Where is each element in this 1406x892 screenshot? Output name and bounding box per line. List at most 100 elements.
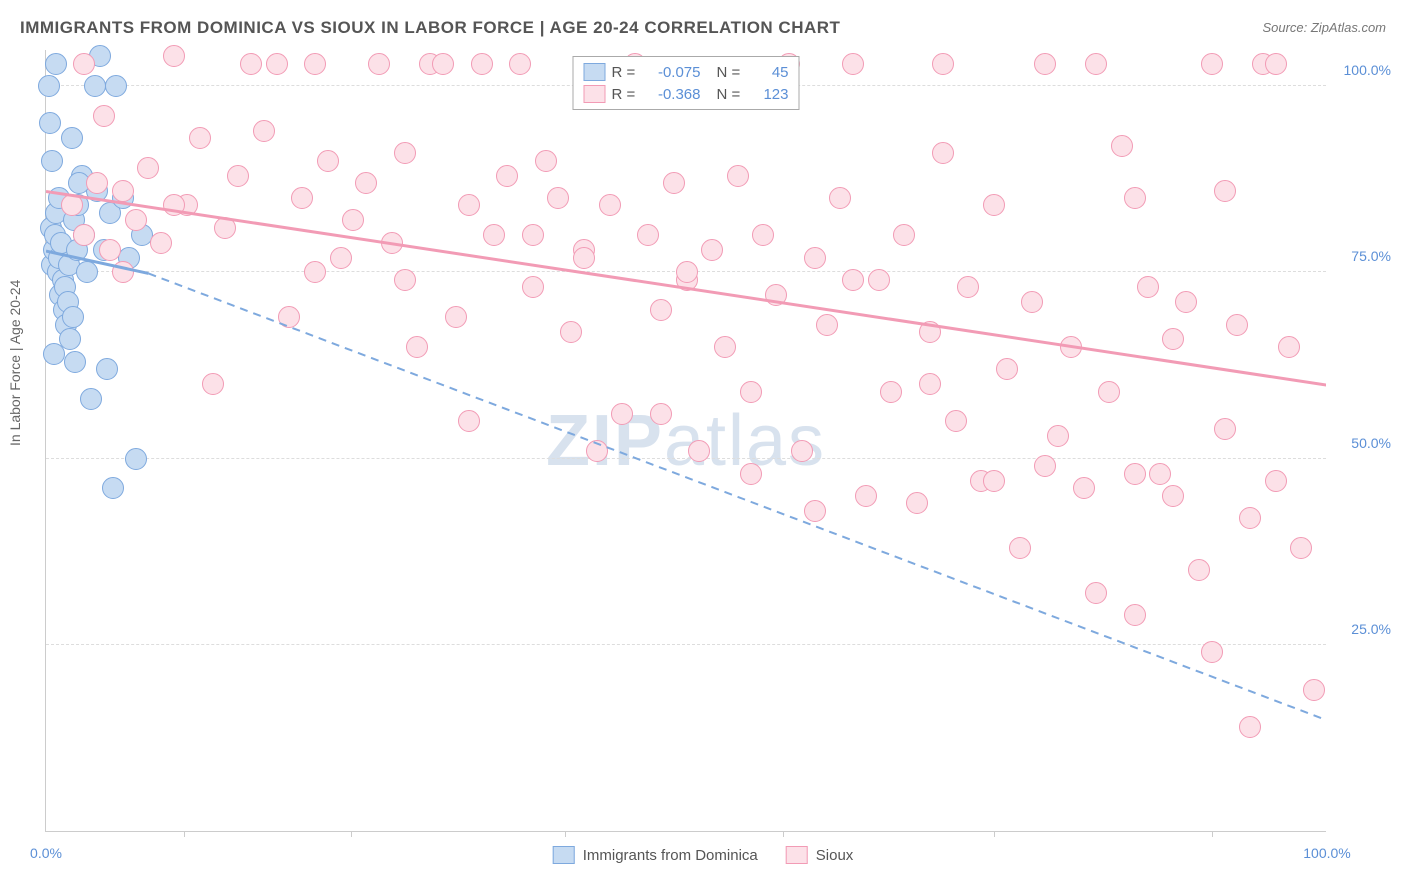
page-title: IMMIGRANTS FROM DOMINICA VS SIOUX IN LAB…	[20, 18, 840, 38]
scatter-point	[1009, 537, 1031, 559]
legend-n-label: N =	[717, 86, 745, 103]
scatter-point	[650, 299, 672, 321]
scatter-point	[64, 351, 86, 373]
x-tick-mark	[994, 831, 995, 837]
scatter-point	[906, 492, 928, 514]
scatter-point	[1085, 53, 1107, 75]
scatter-point	[1047, 425, 1069, 447]
x-tick-label: 100.0%	[1303, 845, 1350, 861]
scatter-point	[1214, 180, 1236, 202]
scatter-point	[932, 142, 954, 164]
scatter-point	[688, 440, 710, 462]
scatter-point	[765, 284, 787, 306]
scatter-point	[1239, 507, 1261, 529]
scatter-point	[586, 440, 608, 462]
scatter-point	[740, 381, 762, 403]
scatter-point	[278, 306, 300, 328]
scatter-point	[105, 75, 127, 97]
scatter-point	[509, 53, 531, 75]
scatter-point	[1265, 53, 1287, 75]
scatter-point	[368, 53, 390, 75]
scatter-point	[1111, 135, 1133, 157]
scatter-point	[102, 477, 124, 499]
scatter-point	[637, 224, 659, 246]
scatter-point	[1214, 418, 1236, 440]
scatter-point	[752, 224, 774, 246]
scatter-point	[1239, 716, 1261, 738]
scatter-point	[84, 75, 106, 97]
scatter-point	[1162, 328, 1184, 350]
scatter-point	[163, 45, 185, 67]
scatter-point	[317, 150, 339, 172]
scatter-point	[842, 269, 864, 291]
legend-bottom-item: Sioux	[786, 846, 854, 864]
scatter-point	[445, 306, 467, 328]
scatter-point	[342, 209, 364, 231]
legend-bottom: Immigrants from DominicaSioux	[553, 846, 854, 864]
scatter-point	[1021, 291, 1043, 313]
scatter-point	[804, 500, 826, 522]
scatter-point	[816, 314, 838, 336]
scatter-point	[932, 53, 954, 75]
source-attribution: Source: ZipAtlas.com	[1262, 20, 1386, 35]
y-tick-label: 75.0%	[1351, 248, 1391, 264]
scatter-point	[304, 261, 326, 283]
scatter-point	[61, 127, 83, 149]
gridline	[46, 458, 1326, 459]
x-tick-mark	[783, 831, 784, 837]
scatter-point	[842, 53, 864, 75]
scatter-point	[471, 53, 493, 75]
scatter-point	[599, 194, 621, 216]
scatter-point	[701, 239, 723, 261]
scatter-point	[394, 269, 416, 291]
scatter-point	[39, 112, 61, 134]
scatter-point	[189, 127, 211, 149]
scatter-point	[855, 485, 877, 507]
scatter-point	[61, 194, 83, 216]
scatter-point	[73, 53, 95, 75]
legend-swatch	[553, 846, 575, 864]
x-tick-mark	[1212, 831, 1213, 837]
scatter-point	[99, 239, 121, 261]
scatter-point	[227, 165, 249, 187]
scatter-point	[214, 217, 236, 239]
scatter-point	[535, 150, 557, 172]
scatter-point	[522, 224, 544, 246]
legend-swatch	[584, 85, 606, 103]
scatter-point	[406, 336, 428, 358]
scatter-point	[112, 261, 134, 283]
scatter-point	[727, 165, 749, 187]
scatter-point	[714, 336, 736, 358]
x-tick-mark	[565, 831, 566, 837]
scatter-point	[483, 224, 505, 246]
scatter-point	[304, 53, 326, 75]
scatter-point	[240, 53, 262, 75]
scatter-point	[432, 53, 454, 75]
scatter-point	[945, 410, 967, 432]
x-tick-label: 0.0%	[30, 845, 62, 861]
scatter-point	[983, 194, 1005, 216]
scatter-point	[150, 232, 172, 254]
scatter-point	[1188, 559, 1210, 581]
scatter-point	[93, 105, 115, 127]
scatter-point	[919, 373, 941, 395]
legend-top: R =-0.075N =45R =-0.368N =123	[573, 56, 800, 110]
scatter-point	[1201, 53, 1223, 75]
scatter-point	[522, 276, 544, 298]
scatter-point	[1137, 276, 1159, 298]
legend-n-label: N =	[717, 64, 745, 81]
scatter-point	[76, 261, 98, 283]
scatter-point	[663, 172, 685, 194]
scatter-point	[41, 150, 63, 172]
legend-n-value: 45	[751, 64, 789, 81]
scatter-point	[253, 120, 275, 142]
scatter-point	[62, 306, 84, 328]
legend-r-value: -0.368	[646, 86, 701, 103]
scatter-point	[1124, 463, 1146, 485]
scatter-point	[394, 142, 416, 164]
scatter-point	[868, 269, 890, 291]
scatter-point	[1162, 485, 1184, 507]
legend-n-value: 123	[751, 86, 789, 103]
scatter-point	[86, 172, 108, 194]
scatter-point	[125, 209, 147, 231]
